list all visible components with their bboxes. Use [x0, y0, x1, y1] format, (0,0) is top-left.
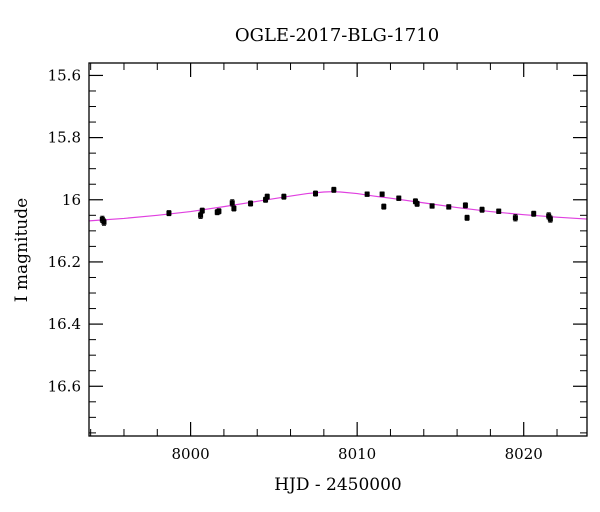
y-tick-label: 16.6	[48, 377, 81, 395]
y-tick-label: 15.6	[48, 66, 81, 84]
data-point	[446, 204, 452, 210]
point-marker	[464, 215, 470, 221]
data-point	[396, 195, 402, 201]
data-point	[414, 200, 420, 207]
point-marker	[231, 205, 237, 211]
point-marker	[547, 216, 553, 222]
point-marker	[531, 211, 537, 217]
point-marker	[446, 204, 452, 210]
model-curve	[88, 191, 588, 222]
point-marker	[379, 191, 385, 197]
point-marker	[263, 197, 269, 203]
data-point	[364, 191, 370, 197]
y-axis-label: I magnitude	[12, 198, 32, 302]
point-marker	[264, 194, 270, 200]
y-tick-label: 15.8	[48, 129, 81, 147]
data-point	[429, 203, 435, 209]
data-point	[313, 190, 319, 197]
point-marker	[381, 204, 387, 210]
point-marker	[512, 215, 518, 221]
data-point	[248, 200, 254, 207]
data-point	[464, 214, 470, 221]
data-point	[281, 193, 287, 200]
point-marker	[199, 208, 205, 214]
point-marker	[248, 200, 254, 206]
data-point	[547, 215, 553, 223]
data-point	[101, 218, 107, 226]
data-point	[264, 193, 270, 200]
data-point	[512, 214, 518, 222]
point-marker	[281, 194, 287, 200]
plot-area	[88, 186, 588, 226]
data-point	[462, 202, 468, 209]
point-marker	[166, 210, 172, 216]
data-point	[531, 210, 537, 217]
data-point	[231, 205, 237, 212]
x-tick-label: 8000	[172, 445, 210, 463]
data-point	[379, 191, 385, 197]
y-tick-label: 16.4	[48, 315, 81, 333]
data-point	[496, 208, 502, 214]
point-marker	[429, 203, 435, 209]
data-point	[229, 199, 235, 207]
point-marker	[414, 201, 420, 207]
point-marker	[229, 200, 235, 206]
data-point	[479, 206, 485, 213]
data-point	[381, 203, 387, 210]
x-tick-label: 8020	[505, 445, 543, 463]
chart-title: OGLE-2017-BLG-1710	[235, 25, 439, 46]
plot-frame	[88, 62, 588, 437]
data-point	[216, 208, 222, 215]
point-marker	[479, 207, 485, 213]
axis-tick-labels: 8000 8010 8020 15.6 15.8 16 16.2 16.4 16.6	[48, 66, 543, 463]
data-point	[331, 186, 337, 193]
y-tick-label: 16	[62, 191, 81, 209]
data-point	[166, 210, 172, 217]
point-marker	[364, 191, 370, 197]
point-marker	[313, 191, 319, 197]
point-marker	[496, 208, 502, 214]
x-tick-label: 8010	[338, 445, 376, 463]
point-marker	[198, 212, 204, 218]
point-marker	[396, 195, 402, 201]
x-axis-label: HJD - 2450000	[274, 475, 402, 495]
data-point	[199, 207, 205, 214]
point-marker	[216, 208, 222, 214]
point-marker	[101, 219, 107, 225]
point-marker	[462, 202, 468, 208]
point-marker	[331, 187, 337, 193]
y-tick-label: 16.2	[48, 253, 81, 271]
axis-ticks	[89, 63, 587, 436]
